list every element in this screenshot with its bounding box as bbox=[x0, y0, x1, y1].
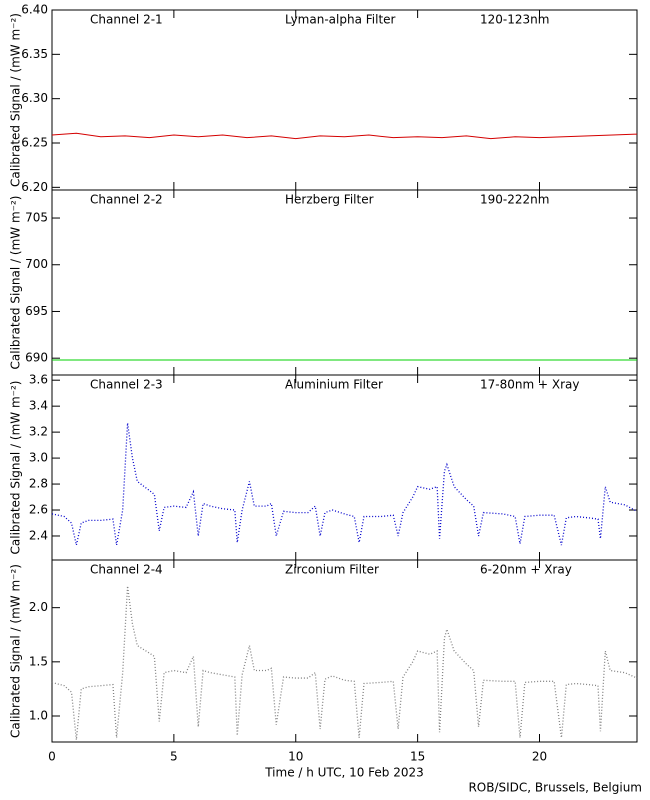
x-tick-label: 0 bbox=[48, 750, 56, 764]
panel-annotation: 120-123nm bbox=[480, 13, 549, 27]
y-tick-label: 1.5 bbox=[29, 654, 48, 668]
y-tick-label: 6.40 bbox=[21, 3, 48, 17]
y-tick-label: 6.30 bbox=[21, 91, 48, 105]
panel-annotation: 190-222nm bbox=[480, 193, 549, 207]
y-tick-label: 705 bbox=[25, 211, 48, 225]
y-tick-label: 690 bbox=[25, 351, 48, 365]
y-tick-label: 1.0 bbox=[29, 709, 48, 723]
y-tick-label: 3.0 bbox=[29, 451, 48, 465]
y-axis-label: Calibrated Signal / (mW m⁻²) bbox=[9, 564, 23, 738]
data-line bbox=[51, 585, 638, 740]
panel-frame bbox=[51, 559, 638, 743]
data-line bbox=[51, 422, 638, 546]
panel-annotation: 17-80nm + Xray bbox=[480, 378, 579, 392]
y-axis-label: Calibrated Signal / (mW m⁻²) bbox=[9, 13, 23, 187]
source: ROB/SIDC, Brussels, Belgium bbox=[468, 781, 642, 795]
panel-title: Channel 2-1 bbox=[90, 13, 163, 27]
x-axis-label: Time / h UTC, 10 Feb 2023 bbox=[264, 766, 424, 780]
panel-annotation: Lyman-alpha Filter bbox=[285, 13, 396, 27]
y-tick-label: 2.0 bbox=[29, 600, 48, 614]
y-tick-label: 3.2 bbox=[29, 425, 48, 439]
data-line bbox=[51, 132, 638, 140]
y-tick-label: 2.6 bbox=[29, 503, 48, 517]
panel-annotation: 6-20nm + Xray bbox=[480, 563, 572, 577]
x-tick-label: 5 bbox=[170, 750, 178, 764]
y-tick-label: 3.4 bbox=[29, 399, 48, 413]
y-tick-label: 695 bbox=[25, 304, 48, 318]
y-axis-label: Calibrated Signal / (mW m⁻²) bbox=[9, 196, 23, 370]
y-tick-label: 700 bbox=[25, 257, 48, 271]
panel-annotation: Herzberg Filter bbox=[285, 193, 374, 207]
panel-frame bbox=[51, 9, 638, 191]
panel-title: Channel 2-4 bbox=[90, 563, 163, 577]
panel-title: Channel 2-3 bbox=[90, 378, 163, 392]
y-tick-label: 3.6 bbox=[29, 373, 48, 387]
x-tick-label: 20 bbox=[532, 750, 547, 764]
panel-frame bbox=[51, 189, 638, 376]
x-tick-label: 10 bbox=[288, 750, 303, 764]
y-tick-label: 2.8 bbox=[29, 477, 48, 491]
panel-frame bbox=[51, 374, 638, 561]
y-axis-label: Calibrated Signal / (mW m⁻²) bbox=[9, 381, 23, 555]
panel-title: Channel 2-2 bbox=[90, 193, 163, 207]
y-tick-label: 6.20 bbox=[21, 180, 48, 194]
x-tick-label: 15 bbox=[410, 750, 425, 764]
panel-annotation: Aluminium Filter bbox=[285, 378, 383, 392]
panel-annotation: Zirconium Filter bbox=[285, 563, 379, 577]
y-tick-label: 2.4 bbox=[29, 528, 48, 542]
y-tick-label: 6.35 bbox=[21, 47, 48, 61]
y-tick-label: 6.25 bbox=[21, 136, 48, 150]
